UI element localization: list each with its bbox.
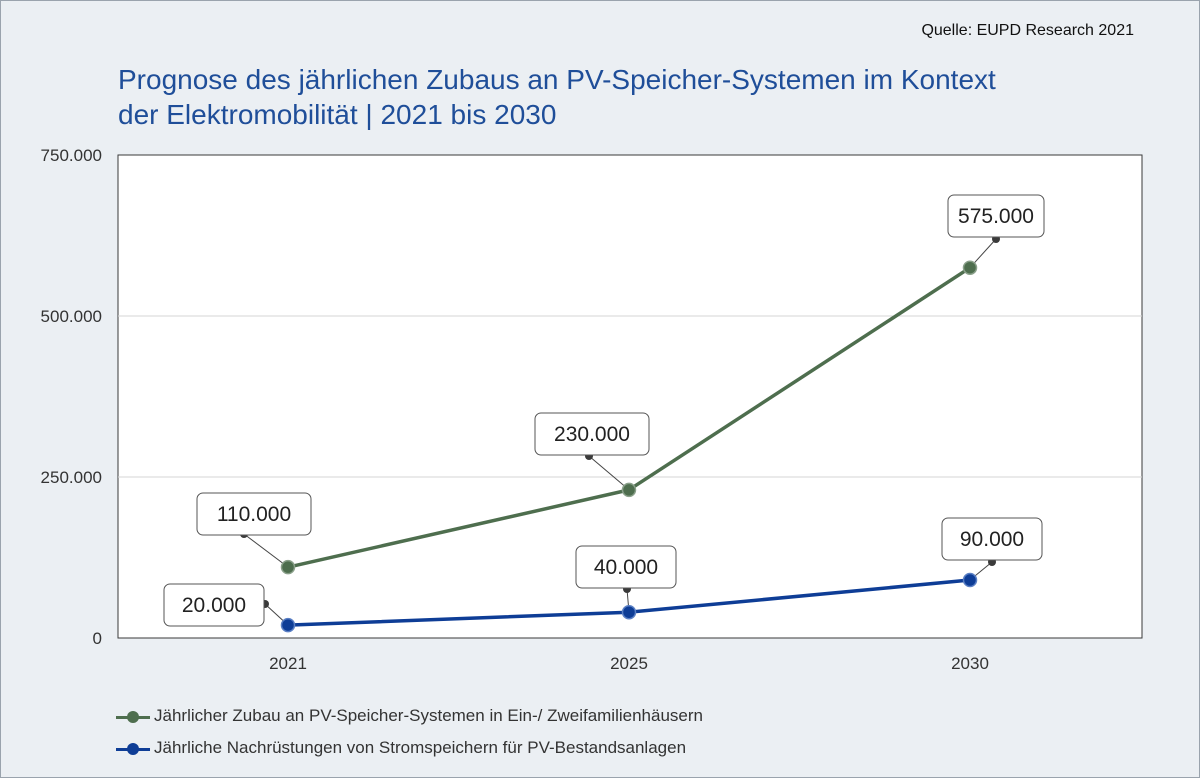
legend-label-series-1: Jährlicher Zubau an PV-Speicher-Systemen… (154, 706, 703, 725)
data-point-s1-2021 (280, 559, 296, 575)
data-label-s1-2021: 110.000 (217, 503, 291, 526)
x-tick-label-2021: 2021 (269, 654, 307, 673)
legend-swatch-series-1 (116, 710, 150, 724)
data-label-s2-2021: 20.000 (182, 594, 246, 617)
y-tick-label-2: 500.000 (41, 307, 102, 326)
data-label-box-s2-2025 (575, 545, 677, 589)
legend-swatch-series-2 (116, 742, 150, 756)
data-point-s1-2025 (621, 482, 637, 498)
data-label-box-s1-2030 (947, 194, 1045, 238)
data-point-s2-2025 (621, 604, 637, 620)
legend-item-series-2: Jährliche Nachrüstungen von Stromspeiche… (116, 738, 686, 758)
y-tick-label-1: 250.000 (41, 468, 102, 487)
data-label-s1-2030: 575.000 (958, 205, 1034, 228)
data-label-s2-2030: 90.000 (960, 528, 1024, 551)
data-label-box-s1-2025 (534, 412, 650, 456)
leader-line-s1-2025 (588, 455, 630, 491)
y-tick-label-3: 750.000 (41, 146, 102, 165)
leader-line-s1-2021 (243, 533, 289, 568)
data-label-s1-2025: 230.000 (554, 423, 630, 446)
data-point-s1-2030 (962, 260, 978, 275)
source-note: Quelle: EUPD Research 2021 (921, 22, 1134, 39)
data-label-s2-2025: 40.000 (594, 556, 658, 579)
legend-label-series-2: Jährliche Nachrüstungen von Stromspeiche… (154, 738, 687, 757)
chart-title-line-1: Prognose des jährlichen Zubaus an PV-Spe… (118, 64, 996, 95)
data-label-box-s2-2021 (163, 583, 265, 627)
chart-title: Prognose des jährlichen Zubaus an PV-Spe… (118, 62, 1098, 132)
x-tick-label-2030: 2030 (951, 654, 989, 673)
data-point-s2-2021 (280, 617, 296, 633)
x-tick-label-2025: 2025 (610, 654, 648, 673)
y-tick-label-0: 0 (93, 629, 102, 648)
data-label-box-s2-2030 (941, 517, 1043, 561)
chart-title-line-2: der Elektromobilität | 2021 bis 2030 (118, 99, 557, 130)
legend-item-series-1: Jährlicher Zubau an PV-Speicher-Systemen… (116, 706, 703, 726)
data-label-box-s1-2021 (196, 492, 312, 536)
data-point-s2-2030 (962, 572, 978, 588)
